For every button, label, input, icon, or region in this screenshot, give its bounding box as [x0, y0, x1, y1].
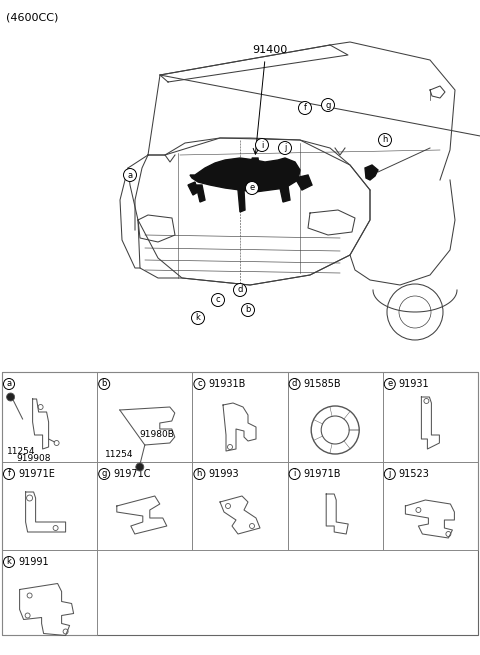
Text: c: c	[216, 295, 220, 305]
Polygon shape	[365, 165, 378, 180]
Bar	[383, 462, 478, 550]
Text: k: k	[7, 557, 12, 567]
Text: f: f	[8, 470, 11, 479]
Bar	[288, 462, 383, 550]
Text: k: k	[195, 314, 201, 322]
Circle shape	[192, 312, 204, 324]
Text: a: a	[127, 170, 132, 179]
Text: 91993: 91993	[208, 469, 239, 479]
Text: 91585B: 91585B	[304, 379, 341, 389]
Text: 91971B: 91971B	[304, 469, 341, 479]
Circle shape	[3, 557, 14, 567]
Text: h: h	[197, 470, 202, 479]
Circle shape	[233, 284, 247, 297]
Text: 91991: 91991	[18, 557, 48, 567]
Circle shape	[123, 168, 136, 181]
Polygon shape	[252, 158, 260, 173]
Text: d: d	[292, 379, 297, 388]
Circle shape	[379, 134, 392, 147]
Bar	[383, 372, 478, 462]
Circle shape	[136, 463, 144, 471]
Polygon shape	[196, 185, 205, 202]
Text: 91971E: 91971E	[18, 469, 55, 479]
Circle shape	[322, 98, 335, 111]
Text: h: h	[382, 136, 388, 145]
Circle shape	[7, 393, 14, 401]
Text: f: f	[303, 103, 307, 113]
Text: 91400: 91400	[252, 45, 288, 55]
Circle shape	[99, 468, 110, 479]
Text: 91523: 91523	[399, 469, 430, 479]
Bar	[2, 550, 97, 635]
Text: i: i	[261, 141, 263, 149]
Bar	[97, 372, 192, 462]
Text: b: b	[245, 305, 251, 314]
Text: e: e	[250, 183, 254, 193]
Circle shape	[299, 102, 312, 115]
Polygon shape	[188, 182, 198, 195]
Text: g: g	[101, 470, 107, 479]
Bar	[2, 372, 478, 635]
Text: 91980B: 91980B	[139, 430, 174, 439]
Polygon shape	[190, 158, 300, 192]
Polygon shape	[238, 190, 245, 212]
Circle shape	[384, 379, 396, 390]
Text: j: j	[389, 470, 391, 479]
Circle shape	[212, 293, 225, 307]
Circle shape	[194, 379, 205, 390]
Text: e: e	[387, 379, 393, 388]
Bar	[2, 462, 97, 550]
Text: 919908: 919908	[16, 454, 50, 463]
Circle shape	[3, 379, 14, 390]
Text: c: c	[197, 379, 202, 388]
Bar	[192, 462, 288, 550]
Circle shape	[99, 379, 110, 390]
Text: j: j	[284, 143, 286, 153]
Circle shape	[384, 468, 396, 479]
Circle shape	[241, 303, 254, 316]
Text: 11254: 11254	[7, 447, 36, 456]
Text: a: a	[6, 379, 12, 388]
Text: g: g	[325, 100, 331, 109]
Circle shape	[245, 181, 259, 195]
Text: b: b	[101, 379, 107, 388]
Text: 91971C: 91971C	[113, 469, 151, 479]
Text: d: d	[237, 286, 243, 295]
Circle shape	[289, 379, 300, 390]
Polygon shape	[295, 175, 312, 190]
Circle shape	[255, 138, 268, 151]
Circle shape	[194, 468, 205, 479]
Text: i: i	[293, 470, 296, 479]
Bar	[2, 372, 97, 462]
Bar	[192, 372, 288, 462]
Text: 91931: 91931	[399, 379, 430, 389]
Bar	[288, 372, 383, 462]
Text: 91931B: 91931B	[208, 379, 246, 389]
Bar	[97, 462, 192, 550]
Polygon shape	[280, 186, 290, 202]
Text: (4600CC): (4600CC)	[6, 12, 59, 22]
Circle shape	[3, 468, 14, 479]
Circle shape	[289, 468, 300, 479]
Text: 11254: 11254	[105, 450, 134, 459]
Circle shape	[278, 141, 291, 155]
